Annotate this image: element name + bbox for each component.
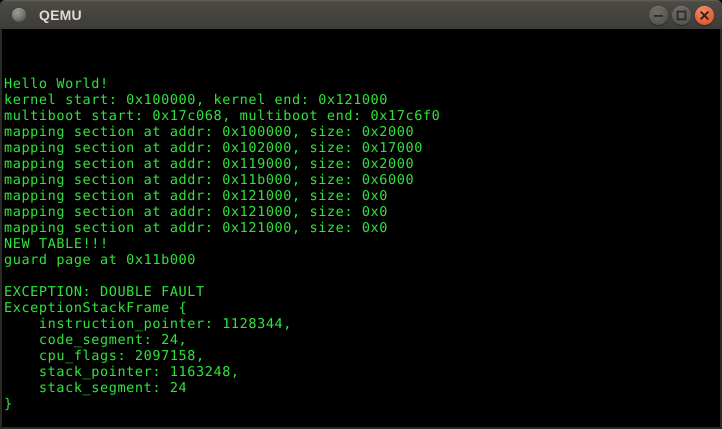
terminal-output: Hello World! kernel start: 0x100000, kern… — [4, 76, 718, 412]
terminal-line: mapping section at addr: 0x100000, size:… — [4, 124, 415, 140]
qemu-display-area[interactable]: Hello World! kernel start: 0x100000, kern… — [0, 29, 722, 429]
close-button[interactable] — [695, 6, 714, 25]
terminal-line: cpu_flags: 2097158, — [4, 348, 205, 364]
window-title: QEMU — [39, 6, 82, 23]
terminal-line: stack_pointer: 1163248, — [4, 364, 240, 380]
terminal-line: mapping section at addr: 0x121000, size:… — [4, 220, 389, 236]
terminal-line: Hello World! — [4, 76, 109, 92]
terminal-line: mapping section at addr: 0x102000, size:… — [4, 140, 423, 156]
qemu-logo-icon — [12, 8, 26, 22]
maximize-icon — [672, 6, 691, 25]
close-icon — [695, 6, 714, 25]
terminal-line: EXCEPTION: DOUBLE FAULT — [4, 284, 205, 300]
terminal-line: mapping section at addr: 0x11b000, size:… — [4, 172, 415, 188]
terminal-line: code_segment: 24, — [4, 332, 188, 348]
maximize-button[interactable] — [672, 6, 691, 25]
terminal-line: kernel start: 0x100000, kernel end: 0x12… — [4, 92, 389, 108]
minimize-icon — [649, 6, 668, 25]
terminal-line: guard page at 0x11b000 — [4, 252, 197, 268]
terminal-line: mapping section at addr: 0x121000, size:… — [4, 204, 389, 220]
terminal-line: mapping section at addr: 0x119000, size:… — [4, 156, 415, 172]
terminal-line: instruction_pointer: 1128344, — [4, 316, 293, 332]
terminal-line — [4, 268, 718, 284]
terminal-line: ExceptionStackFrame { — [4, 300, 188, 316]
window-titlebar[interactable]: QEMU — [0, 0, 722, 29]
terminal-line: stack_segment: 24 — [4, 380, 188, 396]
window-controls — [649, 1, 714, 30]
terminal-line: mapping section at addr: 0x121000, size:… — [4, 188, 389, 204]
terminal-line: } — [4, 396, 13, 412]
terminal-line: NEW TABLE!!! — [4, 236, 109, 252]
minimize-button[interactable] — [649, 6, 668, 25]
terminal-line: multiboot start: 0x17c068, multiboot end… — [4, 108, 441, 124]
